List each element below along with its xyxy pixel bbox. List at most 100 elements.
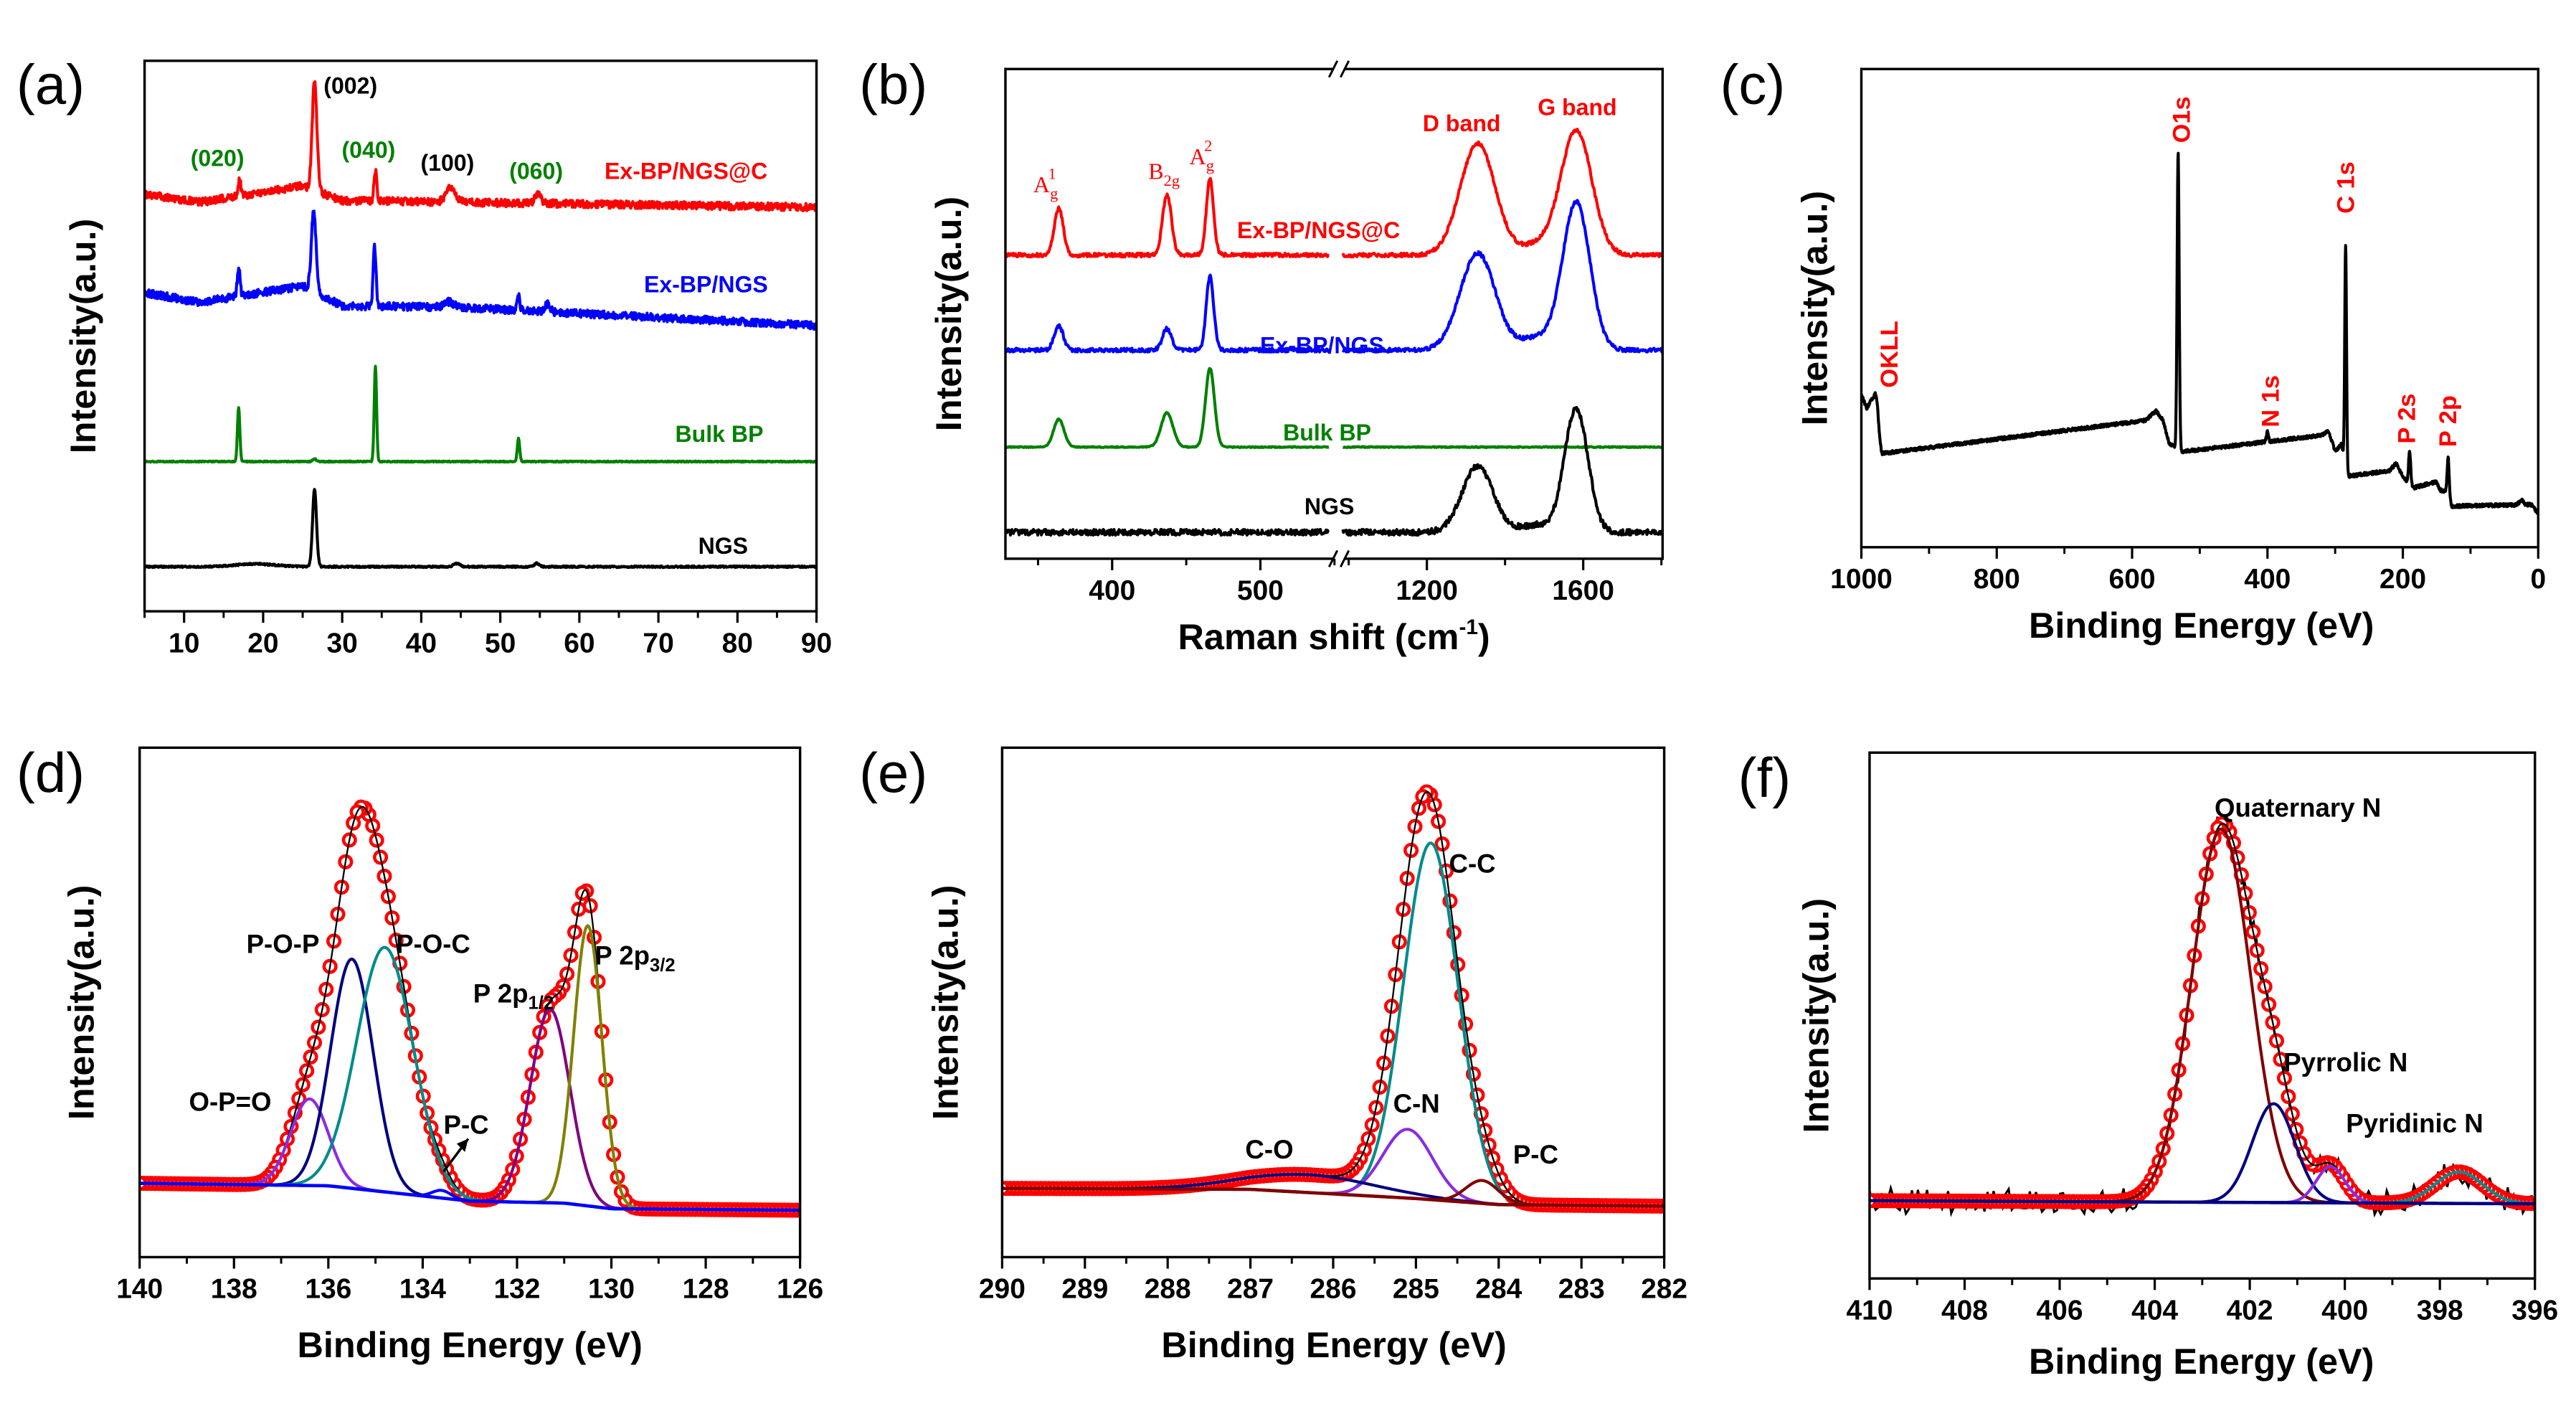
annotation-text: O-P=O bbox=[189, 1087, 271, 1117]
annotation-label: (040) bbox=[341, 137, 395, 163]
annotation-label: P 2p3/2 bbox=[595, 941, 675, 976]
y-axis-title: Intensity(a.u.) bbox=[928, 197, 969, 431]
annotation-label: Quaternary N bbox=[2215, 793, 2381, 823]
annotation-text: (002) bbox=[323, 73, 377, 99]
annotation-subscript: 2g bbox=[1164, 171, 1180, 189]
annotation-text: (020) bbox=[191, 145, 245, 171]
x-axis: 400 500 1200 1600 bbox=[1036, 558, 1663, 606]
annotation-text: Ex-BP/NGS bbox=[1260, 333, 1384, 359]
panel-a: 10 20 30 40 50 60 70 80 90 (a) Intensity(a.u.) (002… bbox=[16, 52, 832, 659]
annotation-text: O1s bbox=[2169, 96, 2196, 143]
x-tick-label: 406 bbox=[2037, 1296, 2083, 1326]
annotation-superscript: 1 bbox=[1048, 165, 1056, 183]
y-axis-title: Intensity(a.u.) bbox=[1796, 898, 1837, 1133]
plot-area bbox=[1861, 151, 2539, 516]
annotation-label: C-N bbox=[1393, 1089, 1440, 1118]
panel-c: 1000 800 600 400 200 0 (c) Intensity(a.u.) Bindi… bbox=[1720, 52, 2546, 646]
annotation-label: (060) bbox=[509, 159, 563, 184]
x-tick-label: 282 bbox=[1641, 1274, 1687, 1305]
x-tick-label: 287 bbox=[1227, 1274, 1274, 1305]
annotation-label: C 1s bbox=[2333, 161, 2360, 214]
series-line-3 bbox=[1005, 405, 1663, 537]
annotation-text: (060) bbox=[509, 159, 563, 184]
x-tick-label: 400 bbox=[2321, 1296, 2368, 1326]
annotation-text: Ex-BP/NGS@C bbox=[1237, 217, 1400, 243]
x-tick-label: 90 bbox=[801, 628, 832, 659]
annotation-text: Ex-BP/NGS@C bbox=[605, 159, 767, 184]
x-tick-label: 80 bbox=[722, 628, 753, 659]
annotation-label: C-C bbox=[1449, 849, 1496, 878]
x-tick-label: 288 bbox=[1145, 1274, 1191, 1305]
annotation-label: (100) bbox=[420, 150, 474, 176]
x-tick-label: 290 bbox=[979, 1274, 1026, 1305]
baseline-line bbox=[1002, 1186, 1665, 1208]
plot-area bbox=[144, 80, 817, 570]
x-tick-label: 0 bbox=[2530, 564, 2546, 595]
annotation-label: Pyridinic N bbox=[2346, 1108, 2483, 1138]
annotation-label: P-O-C bbox=[396, 930, 470, 959]
annotation-label: Ex-BP/NGS bbox=[1260, 333, 1384, 359]
plot-area bbox=[1869, 814, 2535, 1218]
annotation-label: C-O bbox=[1245, 1135, 1293, 1164]
annotation-text: Bulk BP bbox=[1283, 420, 1371, 445]
x-tick-label: 408 bbox=[1941, 1296, 1988, 1326]
x-tick-label: 410 bbox=[1846, 1296, 1893, 1326]
x-tick-label: 283 bbox=[1558, 1274, 1605, 1305]
panel-f: 410 408 406 404 402 400 398 396 (f) Intensity(a.u… bbox=[1738, 746, 2559, 1382]
annotation-label: P 2s bbox=[2393, 393, 2420, 443]
x-axis-title: Binding Energy (eV) bbox=[297, 1324, 642, 1365]
annotation-label: O1s bbox=[2169, 96, 2196, 143]
annotation-label: P 2p bbox=[2435, 395, 2462, 447]
annotation-text: Pyridinic N bbox=[2346, 1108, 2483, 1138]
annotation-label: Ex-BP/NGS@C bbox=[1237, 217, 1400, 243]
x-tick-label: 400 bbox=[1089, 575, 1135, 606]
x-tick-label: 128 bbox=[683, 1274, 729, 1305]
annotation-label: NGS bbox=[1304, 494, 1354, 519]
annotation-text: P-C bbox=[1513, 1140, 1558, 1169]
series-line-3 bbox=[144, 488, 817, 570]
annotation-label: P 2p1/2 bbox=[473, 978, 554, 1013]
annotation-text: G band bbox=[1538, 94, 1616, 120]
x-tick-label: 289 bbox=[1061, 1274, 1108, 1305]
panel-e: 290 289 288 287 286 285 284 283 282 (e) Intensity(… bbox=[859, 741, 1687, 1365]
x-tick-label: 600 bbox=[2109, 564, 2156, 595]
x-tick-label: 396 bbox=[2511, 1296, 2558, 1326]
axis-break-gap bbox=[1334, 64, 1344, 75]
series-line-1 bbox=[144, 209, 817, 331]
y-axis-title: Intensity(a.u.) bbox=[62, 219, 103, 453]
x-tick-label: 500 bbox=[1237, 575, 1284, 606]
axis-break-mark bbox=[1327, 60, 1350, 78]
annotation-text: P-O-C bbox=[396, 930, 470, 959]
panel-label: (f) bbox=[1738, 746, 1791, 809]
x-tick-label: 285 bbox=[1393, 1274, 1439, 1305]
x-axis-title-end: ) bbox=[1478, 616, 1490, 657]
annotation-text: B bbox=[1148, 159, 1163, 184]
axis-break-gap bbox=[1334, 553, 1344, 564]
panel-b: 400 500 1200 1600 (b) Intensity(a.u.) Raman sh… bbox=[859, 52, 1665, 657]
x-axis: 410 408 406 404 402 400 398 396 bbox=[1846, 1278, 2558, 1326]
x-axis-title: Binding Energy (eV) bbox=[1161, 1324, 1506, 1365]
x-axis-title: Binding Energy (eV) bbox=[2029, 605, 2374, 646]
x-tick-label: 134 bbox=[399, 1274, 446, 1305]
annotation-text: P-O-P bbox=[247, 930, 320, 959]
annotation-text: A bbox=[1190, 143, 1206, 169]
panel-label: (c) bbox=[1720, 52, 1785, 115]
panel-label: (e) bbox=[859, 741, 927, 804]
annotation-label: Ag2 bbox=[1190, 137, 1214, 174]
x-tick-label: 800 bbox=[1974, 564, 2020, 595]
x-tick-label: 30 bbox=[327, 628, 358, 659]
annotation-text: A bbox=[1033, 171, 1050, 197]
annotation-subscript: 3/2 bbox=[650, 956, 676, 976]
x-tick-label: 200 bbox=[2380, 564, 2426, 595]
annotation-text: NGS bbox=[699, 533, 748, 559]
x-axis: 1000 800 600 400 200 0 bbox=[1830, 547, 2546, 595]
annotation-text: Quaternary N bbox=[2215, 793, 2381, 823]
panel-label: (a) bbox=[16, 52, 85, 115]
arrow-head-icon bbox=[456, 1138, 468, 1152]
annotation-text: C-O bbox=[1245, 1135, 1293, 1164]
x-tick-label: 140 bbox=[116, 1274, 163, 1305]
annotation-label: G band bbox=[1538, 94, 1616, 120]
x-tick-label: 402 bbox=[2227, 1296, 2273, 1326]
